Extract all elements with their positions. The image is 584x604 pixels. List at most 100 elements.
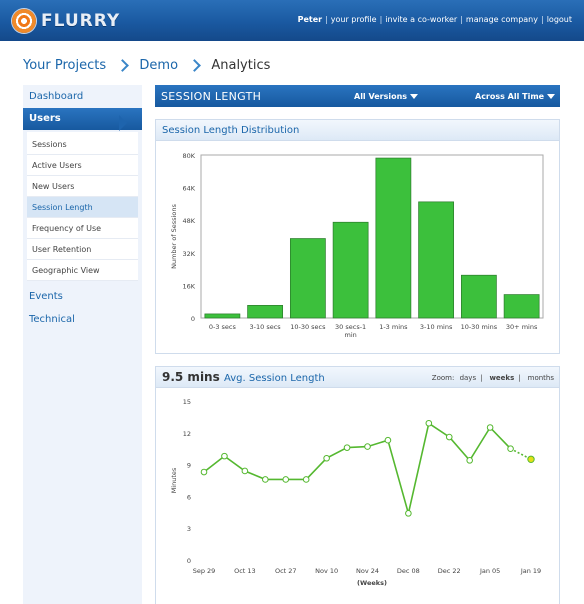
bar-x-tick-label: 10-30 secs xyxy=(290,323,326,331)
zoom-label: Zoom: xyxy=(431,374,455,382)
line-y-tick-label: 9 xyxy=(187,462,191,470)
line-y-tick-label: 12 xyxy=(183,430,191,438)
bar-x-tick-label: 30+ mins xyxy=(506,323,538,331)
breadcrumb-your-projects[interactable]: Your Projects xyxy=(23,58,107,73)
breadcrumb: Your Projects Demo Analytics xyxy=(23,58,270,73)
avg-session-card-header: 9.5 mins Avg. Session Length Zoom: days |… xyxy=(156,367,559,388)
subnav-item-session-length[interactable]: Session Length xyxy=(27,197,138,218)
line-point xyxy=(343,444,351,451)
logo-ring-icon xyxy=(12,9,36,33)
line-y-tick-label: 0 xyxy=(187,557,191,565)
zoom-control: Zoom: days | weeks | months xyxy=(431,374,554,382)
bar-y-tick-label: 0 xyxy=(191,315,195,323)
bar-x-tick-label: 3-10 secs xyxy=(250,323,282,331)
bar-y-tick-label: 32K xyxy=(182,250,195,258)
line-y-tick-label: 3 xyxy=(187,525,191,533)
subnav-item-geographic-view[interactable]: Geographic View xyxy=(27,260,138,281)
subnav-item-user-retention[interactable]: User Retention xyxy=(27,239,138,260)
breadcrumb-demo[interactable]: Demo xyxy=(139,58,179,73)
panel-header: SESSION LENGTH All Versions Across All T… xyxy=(155,85,560,107)
bar xyxy=(503,294,540,319)
zoom-option-days[interactable]: days xyxy=(459,374,477,382)
line-x-axis-label: (Weeks) xyxy=(357,579,387,587)
line-point xyxy=(241,467,249,475)
avg-session-label: Avg. Session Length xyxy=(224,373,325,384)
bar-x-tick-label: 10-30 mins xyxy=(461,323,498,331)
bar-y-tick-label: 16K xyxy=(182,282,195,290)
line-y-tick-label: 15 xyxy=(183,398,191,406)
line-point xyxy=(486,424,494,431)
line-point xyxy=(445,433,453,441)
subnav-item-sessions[interactable]: Sessions xyxy=(27,134,138,155)
sidebar-subnav: Sessions Active Users New Users Session … xyxy=(27,132,138,281)
sidebar: Dashboard Users Sessions Active Users Ne… xyxy=(23,85,142,604)
line-point xyxy=(221,452,228,460)
bar xyxy=(247,305,284,319)
line-point xyxy=(405,510,412,517)
flurry-logo[interactable]: FLURRY xyxy=(12,9,132,33)
avg-session-line-chart: 0 3 6 9 12 15 Minutes Sep 29 Oct 13 Oct 27 Nov 10 N… xyxy=(170,398,541,587)
line-point xyxy=(200,468,208,476)
distribution-title: Session Length Distribution xyxy=(162,125,300,136)
line-point xyxy=(282,476,290,483)
bar-x-tick-label: 0-3 secs xyxy=(209,323,237,331)
line-y-tick-label: 6 xyxy=(187,493,191,501)
sidebar-item-dashboard[interactable]: Dashboard xyxy=(29,91,84,102)
line-point xyxy=(302,476,310,483)
sidebar-item-technical[interactable]: Technical xyxy=(29,314,75,325)
your-profile-link[interactable]: your profile xyxy=(330,15,377,24)
panel-title: SESSION LENGTH xyxy=(161,90,262,103)
bar xyxy=(204,313,241,319)
bar-y-tick-label: 80K xyxy=(182,152,195,160)
line-series xyxy=(203,421,512,514)
bar-x-tick-label: 30 secs-1 min xyxy=(335,323,366,339)
breadcrumb-analytics: Analytics xyxy=(211,58,271,73)
user-name-link[interactable]: Peter xyxy=(297,15,323,24)
versions-dropdown-label: All Versions xyxy=(354,92,408,101)
line-point xyxy=(262,476,269,483)
bar xyxy=(460,274,497,319)
logout-link[interactable]: logout xyxy=(546,15,572,24)
zoom-option-months[interactable]: months xyxy=(527,374,554,382)
versions-dropdown[interactable]: All Versions xyxy=(354,92,419,101)
chevron-right-icon xyxy=(190,59,199,72)
bar-y-tick-label: 64K xyxy=(182,185,195,193)
header-links: Peter | your profile | invite a co-worker | ma… xyxy=(297,15,572,24)
line-point xyxy=(527,455,535,464)
app-header: FLURRY Peter | your profile | invite a co-wo… xyxy=(0,0,584,41)
active-pointer-icon xyxy=(119,115,127,131)
avg-session-value: 9.5 mins xyxy=(162,370,220,384)
line-point xyxy=(466,457,473,464)
session-length-bar-chart: 0 16K 32K 48K 64K 80K Number of Sessions 0-3 se… xyxy=(170,152,544,339)
time-range-dropdown[interactable]: Across All Time xyxy=(475,92,556,101)
sidebar-item-users[interactable]: Users xyxy=(23,108,142,130)
line-point xyxy=(364,443,371,450)
line-y-axis-label: Minutes xyxy=(170,467,178,493)
line-point xyxy=(384,436,392,444)
line-point xyxy=(323,454,330,462)
subnav-item-frequency-of-use[interactable]: Frequency of Use xyxy=(27,218,138,239)
bar-x-tick-label: 3-10 mins xyxy=(420,323,453,331)
zoom-option-weeks[interactable]: weeks xyxy=(489,374,515,382)
line-x-tick-label: Jan 05 xyxy=(479,567,500,575)
chevron-right-icon xyxy=(118,59,127,72)
bar xyxy=(375,157,412,319)
bar xyxy=(289,238,326,319)
subnav-item-active-users[interactable]: Active Users xyxy=(27,155,138,176)
line-x-tick-label: Nov 24 xyxy=(356,567,379,575)
caret-down-icon xyxy=(547,94,556,99)
bar xyxy=(418,201,455,319)
line-x-tick-label: Oct 27 xyxy=(275,567,297,575)
bar xyxy=(332,221,369,319)
invite-coworker-link[interactable]: invite a co-worker xyxy=(385,15,458,24)
line-x-tick-label: Jan 19 xyxy=(520,567,541,575)
sidebar-item-events[interactable]: Events xyxy=(29,291,63,302)
line-x-tick-label: Dec 22 xyxy=(438,567,461,575)
subnav-item-new-users[interactable]: New Users xyxy=(27,176,138,197)
manage-company-link[interactable]: manage company xyxy=(465,15,538,24)
bar-y-axis-label: Number of Sessions xyxy=(170,204,178,269)
line-x-tick-label: Sep 29 xyxy=(193,567,216,575)
distribution-card: Session Length Distribution 0 16K 32K 48K 64… xyxy=(155,119,560,354)
caret-down-icon xyxy=(410,94,419,99)
bar-y-tick-label: 48K xyxy=(182,217,195,225)
